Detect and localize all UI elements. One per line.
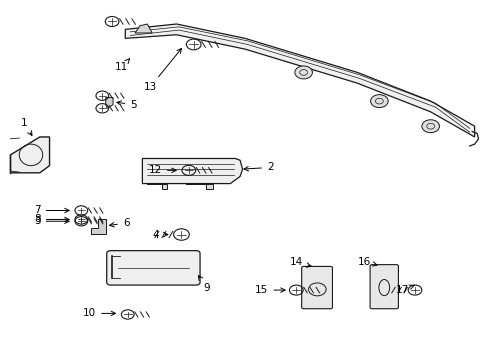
- Text: 1: 1: [21, 118, 32, 135]
- Text: 2: 2: [244, 162, 273, 172]
- Text: 10: 10: [83, 309, 116, 318]
- Polygon shape: [186, 184, 213, 189]
- Polygon shape: [135, 24, 152, 33]
- Text: 6: 6: [110, 218, 129, 228]
- Polygon shape: [10, 137, 49, 173]
- Circle shape: [370, 95, 388, 108]
- Polygon shape: [125, 24, 475, 137]
- Polygon shape: [106, 98, 113, 108]
- Text: 5: 5: [117, 100, 137, 110]
- Text: 4: 4: [153, 230, 168, 239]
- Text: 3: 3: [34, 216, 69, 226]
- Text: 9: 9: [198, 276, 210, 293]
- Circle shape: [422, 120, 440, 133]
- Text: 14: 14: [290, 257, 311, 267]
- Text: 17: 17: [395, 285, 414, 295]
- Text: 11: 11: [115, 59, 129, 72]
- Text: 8: 8: [34, 215, 69, 224]
- Polygon shape: [143, 158, 243, 184]
- Text: 7: 7: [34, 206, 69, 216]
- Text: 12: 12: [148, 165, 176, 175]
- Text: 13: 13: [144, 49, 181, 92]
- FancyBboxPatch shape: [370, 265, 398, 309]
- FancyBboxPatch shape: [107, 251, 200, 285]
- Text: 15: 15: [255, 285, 285, 295]
- Polygon shape: [91, 220, 106, 234]
- Circle shape: [295, 66, 313, 79]
- Text: 16: 16: [358, 257, 377, 267]
- Polygon shape: [147, 184, 167, 189]
- FancyBboxPatch shape: [302, 266, 332, 309]
